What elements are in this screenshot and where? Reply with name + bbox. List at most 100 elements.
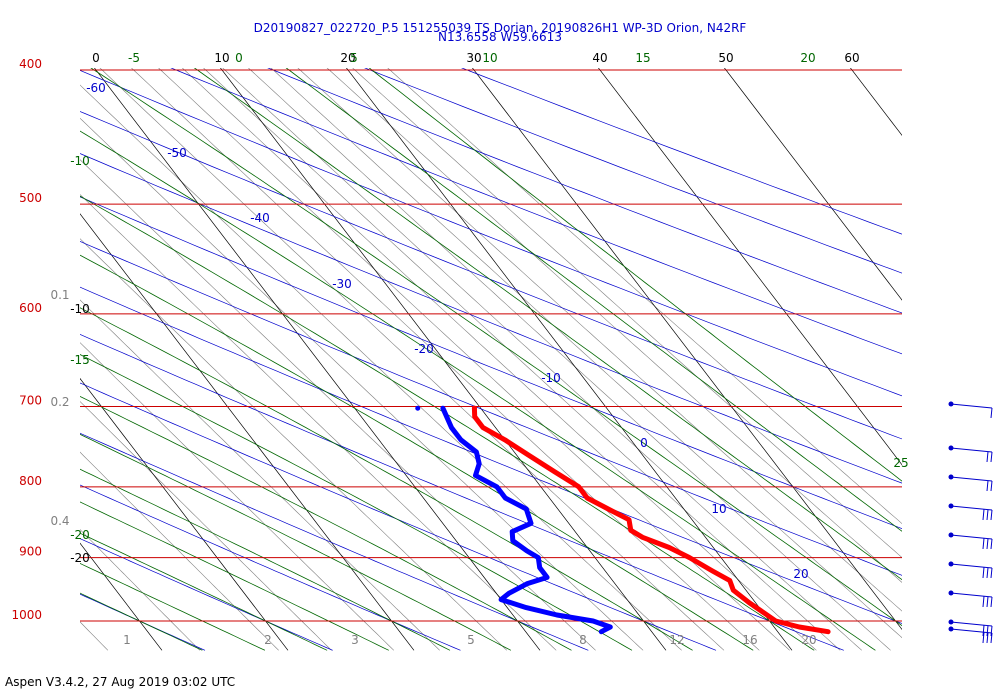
wind-barb-feather xyxy=(990,632,993,644)
pressure-label: 700 xyxy=(19,394,42,408)
mixing-ratio-label: 5 xyxy=(467,633,475,647)
wind-barb xyxy=(948,590,993,608)
dry-adiabat-line xyxy=(80,432,589,651)
dry-adiabat-line xyxy=(80,69,902,397)
dry-adiabat-top-label: 5 xyxy=(350,51,358,65)
dry-adiabat-line xyxy=(267,68,902,314)
mixing-ratio-label: 12 xyxy=(669,633,684,647)
dry-adiabat-line xyxy=(80,196,902,530)
mixing-ratio-line xyxy=(80,194,557,651)
isotherm-top-label: 0 xyxy=(92,51,100,65)
moist-adiabat-line xyxy=(80,195,815,651)
wind-barb-feather xyxy=(982,538,985,550)
wind-barb xyxy=(948,445,993,463)
wind-barb-feather xyxy=(990,596,993,608)
moist-adiabat-label: -10 xyxy=(70,154,90,168)
dry-adiabat-top-label: 10 xyxy=(482,51,497,65)
wind-barb-staff xyxy=(950,447,993,453)
dry-adiabat-line xyxy=(80,241,902,576)
moist-adiabat-line xyxy=(193,68,902,581)
moist-adiabat-line xyxy=(80,254,754,651)
dry-adiabat-line xyxy=(80,333,844,651)
mixing-ratio-label: 8 xyxy=(579,633,587,647)
mixing-ratio-line xyxy=(222,68,862,651)
moist-adiabat-line xyxy=(80,395,572,651)
chart-title: D20190827_022720_P.5 151255039 TS Dorian… xyxy=(253,21,747,35)
wind-barb xyxy=(948,532,993,550)
dewpoint-profile-line xyxy=(440,405,613,635)
dry-adiabat-line xyxy=(170,68,902,355)
mixing-ratio-line xyxy=(80,401,332,651)
isotherm-interior-label: -50 xyxy=(167,146,187,160)
wind-barb-staff xyxy=(950,563,993,569)
isotherm-left-label: -20 xyxy=(70,551,90,565)
mixing-ratio-line xyxy=(352,68,902,558)
isotherm-line xyxy=(346,68,793,651)
mixing-ratio-line xyxy=(181,68,817,651)
wind-barb-feather xyxy=(982,625,985,637)
isotherm-line xyxy=(80,213,415,651)
mixing-ratio-line xyxy=(80,238,508,651)
wind-barb xyxy=(948,474,993,492)
moist-adiabat-line xyxy=(80,562,266,651)
moist-adiabat-line xyxy=(80,433,512,651)
mixing-ratio-label: 20 xyxy=(801,633,816,647)
dry-adiabat-line xyxy=(80,538,333,651)
dry-adiabat-line xyxy=(461,68,902,235)
moist-adiabat-line xyxy=(80,468,451,651)
moist-adiabat-line xyxy=(80,532,328,651)
mixing-ratio-label: 1 xyxy=(123,633,131,647)
wind-barb-feather xyxy=(986,632,989,644)
isotherm-line xyxy=(724,68,902,301)
isotherm-line xyxy=(0,39,36,650)
mixing-ratio-label: 0.2 xyxy=(50,395,69,409)
moist-adiabat-line xyxy=(285,68,902,532)
moist-adiabat-line xyxy=(80,307,693,651)
moist-adiabat-line xyxy=(80,130,876,651)
mixing-ratio-line xyxy=(387,68,902,525)
mixing-ratio-line xyxy=(80,342,395,651)
isotherm-top-label: 20 xyxy=(340,51,355,65)
wind-barb-feather xyxy=(990,480,993,492)
wind-barb xyxy=(948,561,993,579)
mixing-ratio-line xyxy=(80,451,279,651)
mixing-ratio-label: 2 xyxy=(264,633,272,647)
pressure-label: 800 xyxy=(19,474,42,488)
wind-barb-feather xyxy=(986,625,989,637)
wind-barb-staff xyxy=(950,403,993,409)
isotherm-interior-label: -20 xyxy=(414,342,434,356)
isotherm-interior-label: -60 xyxy=(86,81,106,95)
mixing-ratio-line xyxy=(131,68,760,651)
wind-barb-feather xyxy=(982,632,985,644)
wind-barb-feather xyxy=(990,407,993,419)
wind-barb-feather xyxy=(990,509,993,521)
temperature-start-point xyxy=(471,405,477,411)
dry-adiabat-line xyxy=(80,153,902,484)
mixing-ratio-label: 3 xyxy=(351,633,359,647)
wind-barb xyxy=(948,503,993,521)
dry-adiabat-top-label: -5 xyxy=(128,51,140,65)
moist-adiabat-line xyxy=(368,68,902,482)
isotherm-interior-label: 0 xyxy=(640,436,648,450)
wind-barb-feather xyxy=(986,509,989,521)
isotherm-line xyxy=(80,377,289,651)
dry-adiabat-line xyxy=(80,484,461,651)
pressure-label: 900 xyxy=(19,545,42,559)
wind-barb-staff xyxy=(950,621,993,627)
dry-adiabat-line xyxy=(80,111,902,440)
wind-barb-staff xyxy=(950,505,993,511)
isotherm-line xyxy=(220,68,667,651)
wind-barb-feather xyxy=(990,567,993,579)
mixing-ratio-line xyxy=(270,68,902,639)
isotherm-line xyxy=(598,68,902,466)
isotherm-interior-label: 20 xyxy=(793,567,808,581)
isotherm-line xyxy=(850,68,902,136)
moist-adiabat-label: -15 xyxy=(70,353,90,367)
mixing-ratio-line xyxy=(297,68,902,612)
wind-barb xyxy=(948,619,993,637)
isotherm-line xyxy=(80,542,163,651)
isotherm-top-label: 40 xyxy=(592,51,607,65)
pressure-label: 600 xyxy=(19,301,42,315)
moist-adiabat-label: -20 xyxy=(70,528,90,542)
dry-adiabat-top-label: 20 xyxy=(800,51,815,65)
